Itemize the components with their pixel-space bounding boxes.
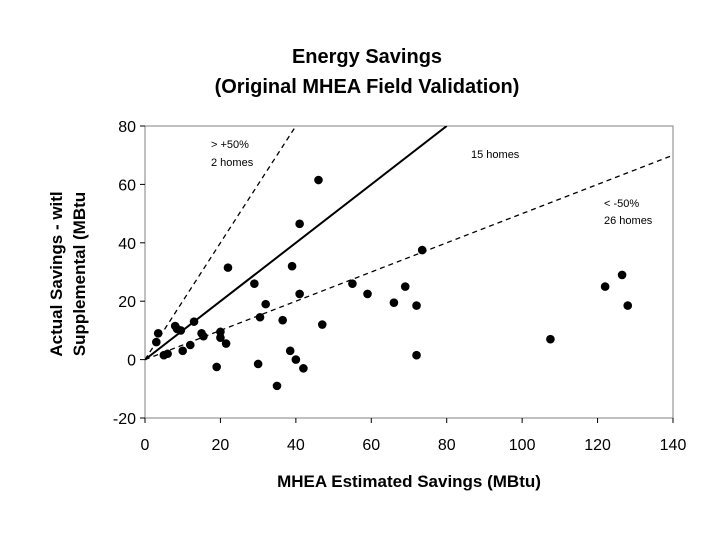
data-point — [617, 270, 627, 280]
one-to-one-line — [145, 126, 448, 361]
x-tick-label: 40 — [287, 437, 305, 454]
y-axis-title-line-1: Actual Savings - witl — [47, 191, 66, 356]
plus-50-line — [145, 126, 297, 360]
data-point — [363, 289, 372, 299]
data-point — [223, 263, 233, 272]
data-point — [600, 282, 610, 291]
data-point — [295, 289, 304, 299]
data-point — [261, 299, 270, 309]
data-point — [291, 355, 301, 364]
chart-title-line-2: (Original MHEA Field Validation) — [215, 76, 520, 98]
data-point — [153, 329, 163, 338]
data-point — [348, 279, 357, 288]
middle-region-count: 15 homes — [471, 149, 520, 161]
data-point — [272, 381, 282, 391]
y-axis-title-line-2: Supplemental (MBtu — [70, 192, 89, 356]
chart-title-line-1: Energy Savings — [292, 46, 442, 68]
data-point — [176, 326, 186, 335]
data-point — [295, 219, 304, 229]
minus-50-line — [145, 154, 673, 361]
y-tick-label: 80 — [118, 119, 136, 136]
x-tick-label: 140 — [660, 437, 687, 454]
data-point — [255, 312, 265, 322]
data-point — [199, 331, 208, 341]
data-point — [314, 175, 323, 185]
data-point — [250, 279, 259, 288]
data-point — [412, 301, 421, 310]
data-point — [152, 337, 161, 347]
data-point — [623, 301, 633, 310]
data-point — [189, 317, 199, 326]
data-point — [163, 349, 172, 359]
data-point — [253, 359, 263, 369]
data-point — [212, 362, 221, 372]
data-point — [400, 282, 410, 291]
lower-region-count: 26 homes — [604, 215, 653, 227]
data-point — [185, 340, 195, 350]
data-point — [417, 245, 427, 255]
data-point — [317, 320, 327, 329]
plot-frame — [144, 125, 674, 419]
x-tick-label: 100 — [509, 437, 536, 454]
data-point — [287, 261, 297, 271]
y-tick-label: 0 — [127, 353, 136, 370]
y-tick-label: 60 — [118, 177, 136, 194]
data-point — [216, 333, 225, 343]
x-tick-label: 20 — [212, 437, 230, 454]
x-tick-label: 0 — [141, 437, 150, 454]
data-point — [412, 350, 421, 360]
data-point — [221, 339, 231, 348]
data-point — [299, 364, 308, 373]
data-point — [178, 346, 188, 356]
data-point — [278, 315, 287, 325]
data-point — [546, 334, 555, 344]
x-axis-title: MHEA Estimated Savings (MBtu) — [277, 472, 541, 491]
plot-area: -20 0 20 40 60 80 0 20 40 60 80 100 120 140 — [113, 119, 687, 454]
data-point — [389, 298, 399, 307]
x-tick-label: 60 — [362, 437, 380, 454]
y-tick-label: 20 — [118, 294, 136, 311]
y-tick-label: 40 — [118, 236, 136, 253]
data-point — [285, 346, 295, 356]
x-tick-label: 120 — [584, 437, 611, 454]
y-tick-label: -20 — [113, 411, 136, 428]
upper-region-count: 2 homes — [211, 157, 254, 169]
upper-region-label: > +50% — [211, 139, 249, 151]
x-tick-label: 80 — [438, 437, 456, 454]
lower-region-label: < -50% — [604, 198, 639, 210]
